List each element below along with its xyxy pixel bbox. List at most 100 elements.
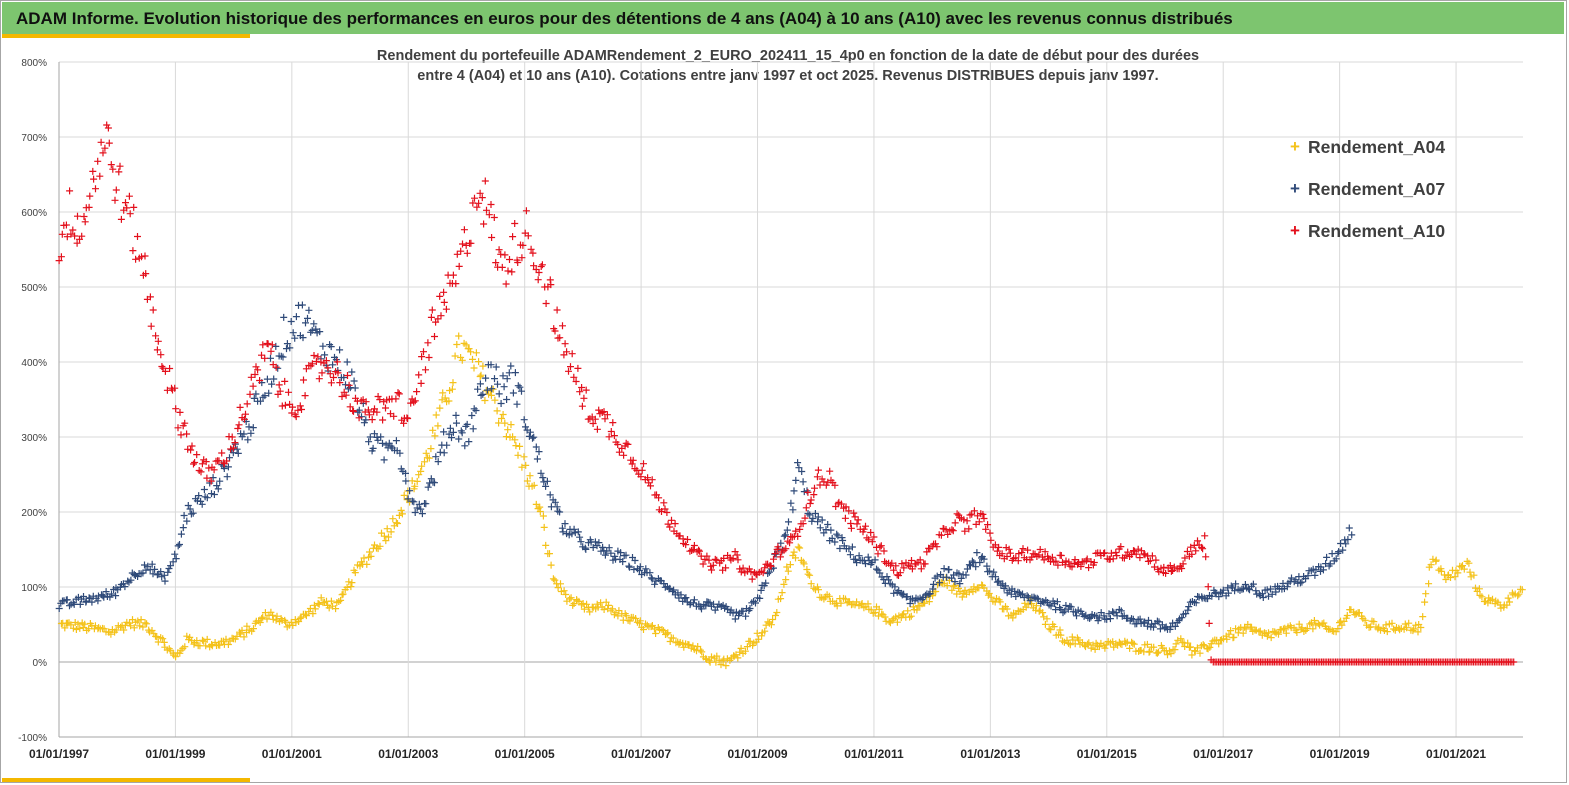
data-point-rendement-a07	[1112, 609, 1120, 617]
data-point-rendement-a10	[476, 189, 484, 197]
data-point-rendement-a04	[137, 616, 145, 624]
data-point-rendement-a10	[1019, 545, 1027, 553]
data-point-rendement-a10	[816, 481, 824, 489]
data-point-rendement-a04	[1442, 576, 1450, 583]
x-tick-label: 01/01/2019	[1310, 747, 1370, 761]
data-point-rendement-a10	[81, 218, 89, 226]
data-point-rendement-a04	[626, 617, 634, 625]
data-point-rendement-a07	[516, 383, 524, 391]
data-point-rendement-a07	[351, 384, 359, 392]
data-point-rendement-a10	[126, 210, 134, 218]
data-point-rendement-a07	[310, 320, 318, 328]
data-point-rendement-a07	[99, 592, 107, 600]
data-point-rendement-a07	[343, 358, 351, 366]
data-point-rendement-a07	[280, 313, 288, 321]
data-point-rendement-a10	[622, 439, 630, 447]
data-point-rendement-a07	[223, 473, 231, 481]
data-point-rendement-a07	[853, 559, 861, 567]
x-tick-label: 01/01/2021	[1426, 747, 1486, 761]
data-point-rendement-a07	[88, 598, 96, 606]
data-point-rendement-a10	[457, 247, 465, 255]
data-point-rendement-a04	[520, 453, 528, 461]
data-point-rendement-a07	[319, 342, 327, 350]
data-point-rendement-a07	[546, 491, 554, 499]
data-point-rendement-a07	[453, 419, 460, 427]
data-point-rendement-a10	[810, 491, 818, 499]
data-point-rendement-a04	[475, 358, 483, 366]
data-point-rendement-a04	[1447, 574, 1454, 581]
data-point-rendement-a07	[520, 416, 528, 424]
data-point-rendement-a04	[778, 589, 786, 597]
data-point-rendement-a10	[1036, 546, 1044, 553]
data-point-rendement-a04	[1187, 643, 1194, 651]
data-point-rendement-a10	[197, 468, 205, 476]
data-point-rendement-a10	[314, 353, 322, 361]
data-point-rendement-a10	[258, 351, 265, 359]
data-point-rendement-a04	[1410, 625, 1418, 633]
x-tick-label: 01/01/2015	[1077, 747, 1137, 761]
data-point-rendement-a04	[1215, 640, 1223, 648]
data-point-rendement-a07	[440, 449, 448, 457]
data-point-rendement-a07	[559, 528, 567, 536]
data-point-rendement-a10	[442, 305, 450, 313]
data-point-rendement-a07	[100, 593, 108, 601]
data-point-rendement-a10	[703, 552, 711, 560]
data-point-rendement-a04	[202, 642, 210, 650]
data-point-rendement-a10	[355, 414, 363, 422]
data-point-rendement-a04	[807, 580, 815, 588]
data-point-rendement-a04	[664, 629, 672, 637]
data-point-rendement-a04	[1515, 590, 1523, 598]
data-point-rendement-a07	[930, 580, 937, 588]
data-point-rendement-a10	[995, 543, 1003, 551]
data-point-rendement-a10	[242, 410, 249, 418]
data-point-rendement-a04	[61, 624, 69, 632]
data-point-rendement-a07	[410, 498, 418, 506]
data-point-rendement-a07	[411, 509, 419, 516]
data-point-rendement-a04	[614, 612, 622, 620]
data-point-rendement-a07	[551, 498, 559, 506]
data-point-rendement-a04	[493, 407, 501, 415]
data-point-rendement-a04	[1255, 628, 1263, 636]
data-point-rendement-a07	[488, 385, 496, 393]
data-point-rendement-a04	[498, 415, 505, 422]
data-point-rendement-a10	[1146, 557, 1154, 565]
data-point-rendement-a10	[107, 161, 115, 169]
data-point-rendement-a07	[951, 578, 959, 586]
series-rendement-a07	[55, 301, 1356, 633]
data-point-rendement-a04	[1130, 640, 1138, 648]
data-point-rendement-a07	[799, 478, 807, 486]
data-point-rendement-a04	[238, 626, 246, 634]
data-point-rendement-a04	[851, 601, 859, 609]
data-point-rendement-a10	[324, 364, 332, 372]
data-point-rendement-a10	[638, 466, 646, 474]
data-point-rendement-a10	[567, 363, 574, 371]
data-point-rendement-a10	[407, 399, 415, 407]
data-point-rendement-a10	[218, 449, 226, 457]
data-point-rendement-a10	[589, 420, 597, 427]
data-point-rendement-a04	[1047, 626, 1055, 634]
data-point-rendement-a10	[463, 249, 471, 257]
data-point-rendement-a07	[66, 602, 73, 610]
data-point-rendement-a04	[1506, 598, 1513, 606]
data-point-rendement-a10	[346, 403, 354, 411]
data-point-rendement-a07	[983, 562, 991, 570]
data-point-rendement-a07	[1218, 589, 1226, 597]
data-point-rendement-a04	[1057, 631, 1065, 639]
data-point-rendement-a10	[923, 548, 931, 556]
data-point-rendement-a07	[422, 500, 430, 508]
data-point-rendement-a10	[1167, 567, 1175, 575]
data-point-rendement-a04	[943, 582, 951, 590]
data-point-rendement-a07	[172, 555, 180, 563]
data-point-rendement-a07	[635, 567, 643, 574]
data-point-rendement-a04	[786, 561, 794, 569]
data-point-rendement-a10	[288, 409, 296, 417]
data-point-rendement-a10	[529, 249, 537, 257]
data-point-rendement-a07	[827, 526, 835, 534]
data-point-rendement-a07	[272, 342, 280, 350]
data-point-rendement-a10	[796, 525, 804, 533]
data-point-rendement-a10	[210, 466, 218, 474]
data-point-rendement-a04	[69, 624, 77, 632]
data-point-rendement-a10	[342, 391, 350, 399]
data-point-rendement-a04	[580, 605, 588, 613]
